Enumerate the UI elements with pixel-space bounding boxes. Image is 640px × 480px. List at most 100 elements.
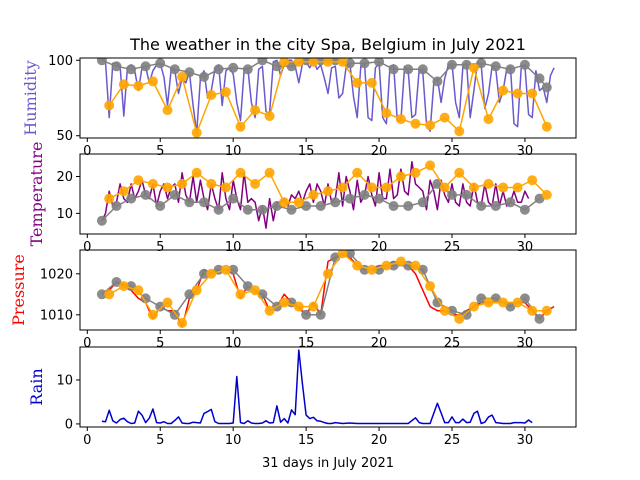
x-tick-label: 15 — [298, 144, 315, 159]
y-tick-label: 10 — [56, 373, 73, 388]
data-point — [228, 193, 239, 204]
y-tick-label: 10 — [56, 207, 73, 222]
data-point — [381, 260, 392, 271]
x-tick-label: 15 — [298, 240, 315, 255]
data-point — [96, 289, 107, 300]
data-point — [206, 268, 217, 279]
y-tick-label: 1020 — [40, 267, 73, 282]
data-point — [235, 167, 246, 178]
data-point — [213, 64, 224, 75]
data-point — [323, 186, 333, 197]
data-point — [126, 64, 137, 75]
x-tick-label: 30 — [517, 144, 534, 159]
y-axis-label: Pressure — [9, 254, 28, 326]
x-tick-label: 0 — [83, 144, 91, 159]
data-point — [293, 58, 304, 67]
data-point — [388, 64, 399, 75]
data-point — [410, 167, 421, 178]
data-point — [410, 260, 421, 271]
data-point — [191, 127, 202, 138]
data-point — [425, 120, 436, 131]
data-point — [512, 88, 523, 99]
data-point — [512, 297, 523, 308]
data-point — [359, 58, 370, 69]
data-point — [147, 178, 158, 189]
data-point — [257, 58, 268, 66]
data-point — [140, 189, 151, 200]
x-tick-label: 20 — [371, 336, 388, 351]
data-point — [534, 73, 545, 84]
data-point — [476, 58, 487, 69]
data-point — [432, 76, 443, 87]
y-tick-label: 20 — [56, 170, 73, 185]
data-point — [490, 293, 501, 304]
data-point — [330, 197, 341, 208]
data-point — [476, 293, 487, 304]
x-tick-label: 30 — [517, 240, 534, 255]
data-point — [527, 88, 538, 99]
data-point — [235, 121, 246, 132]
data-point — [395, 171, 406, 182]
x-tick-label: 30 — [517, 336, 534, 351]
data-point — [425, 160, 436, 171]
data-point — [498, 182, 509, 193]
x-tick-label: 5 — [156, 336, 164, 351]
y-tick-label: 100 — [48, 54, 73, 69]
data-point — [381, 108, 392, 119]
data-point — [476, 201, 487, 211]
data-point — [206, 178, 217, 189]
data-point — [381, 182, 392, 193]
data-point — [104, 100, 115, 111]
data-point — [498, 85, 509, 96]
data-point — [235, 289, 246, 300]
data-point — [228, 62, 239, 73]
data-point — [133, 80, 144, 91]
data-point — [541, 189, 552, 200]
data-point — [147, 309, 158, 320]
data-point — [425, 281, 436, 292]
data-point — [286, 204, 297, 215]
data-point — [417, 197, 428, 208]
data-point — [213, 204, 224, 215]
data-point — [417, 64, 428, 75]
data-point — [483, 297, 494, 308]
data-point — [162, 297, 173, 308]
data-point — [439, 305, 450, 316]
x-tick-label: 10 — [225, 433, 242, 448]
data-point — [169, 189, 180, 200]
data-point — [111, 61, 122, 72]
data-point — [395, 256, 406, 267]
data-point — [505, 197, 516, 208]
data-point — [308, 301, 319, 312]
data-point — [126, 193, 137, 204]
data-point — [96, 215, 107, 226]
data-point — [199, 197, 209, 208]
data-point — [490, 201, 501, 211]
x-tick-label: 25 — [444, 240, 461, 255]
data-point — [483, 178, 494, 189]
chart-title: The weather in the city Spa, Belgium in … — [129, 35, 526, 54]
x-tick-label: 20 — [371, 240, 388, 255]
x-tick-label: 15 — [298, 433, 315, 448]
data-point — [118, 79, 129, 90]
data-point — [162, 105, 173, 116]
data-point — [490, 61, 501, 72]
x-tick-label: 0 — [83, 433, 91, 448]
data-point — [264, 111, 275, 122]
data-point — [293, 301, 304, 312]
x-tick-label: 5 — [156, 144, 164, 159]
y-tick-label: 1010 — [40, 308, 73, 323]
data-point — [140, 293, 151, 304]
y-axis-label: Humidity — [21, 60, 40, 135]
data-point — [519, 204, 530, 215]
panel-temperature: 0 5 10 15 20 25 30 10 20 Temperature — [27, 142, 577, 255]
data-point — [118, 186, 129, 197]
data-point — [228, 264, 239, 275]
data-point — [447, 59, 457, 70]
plot-area — [96, 250, 555, 328]
data-point — [352, 260, 363, 271]
data-point — [293, 197, 304, 208]
data-point — [191, 167, 202, 178]
data-point — [447, 189, 457, 200]
data-point — [147, 76, 158, 87]
